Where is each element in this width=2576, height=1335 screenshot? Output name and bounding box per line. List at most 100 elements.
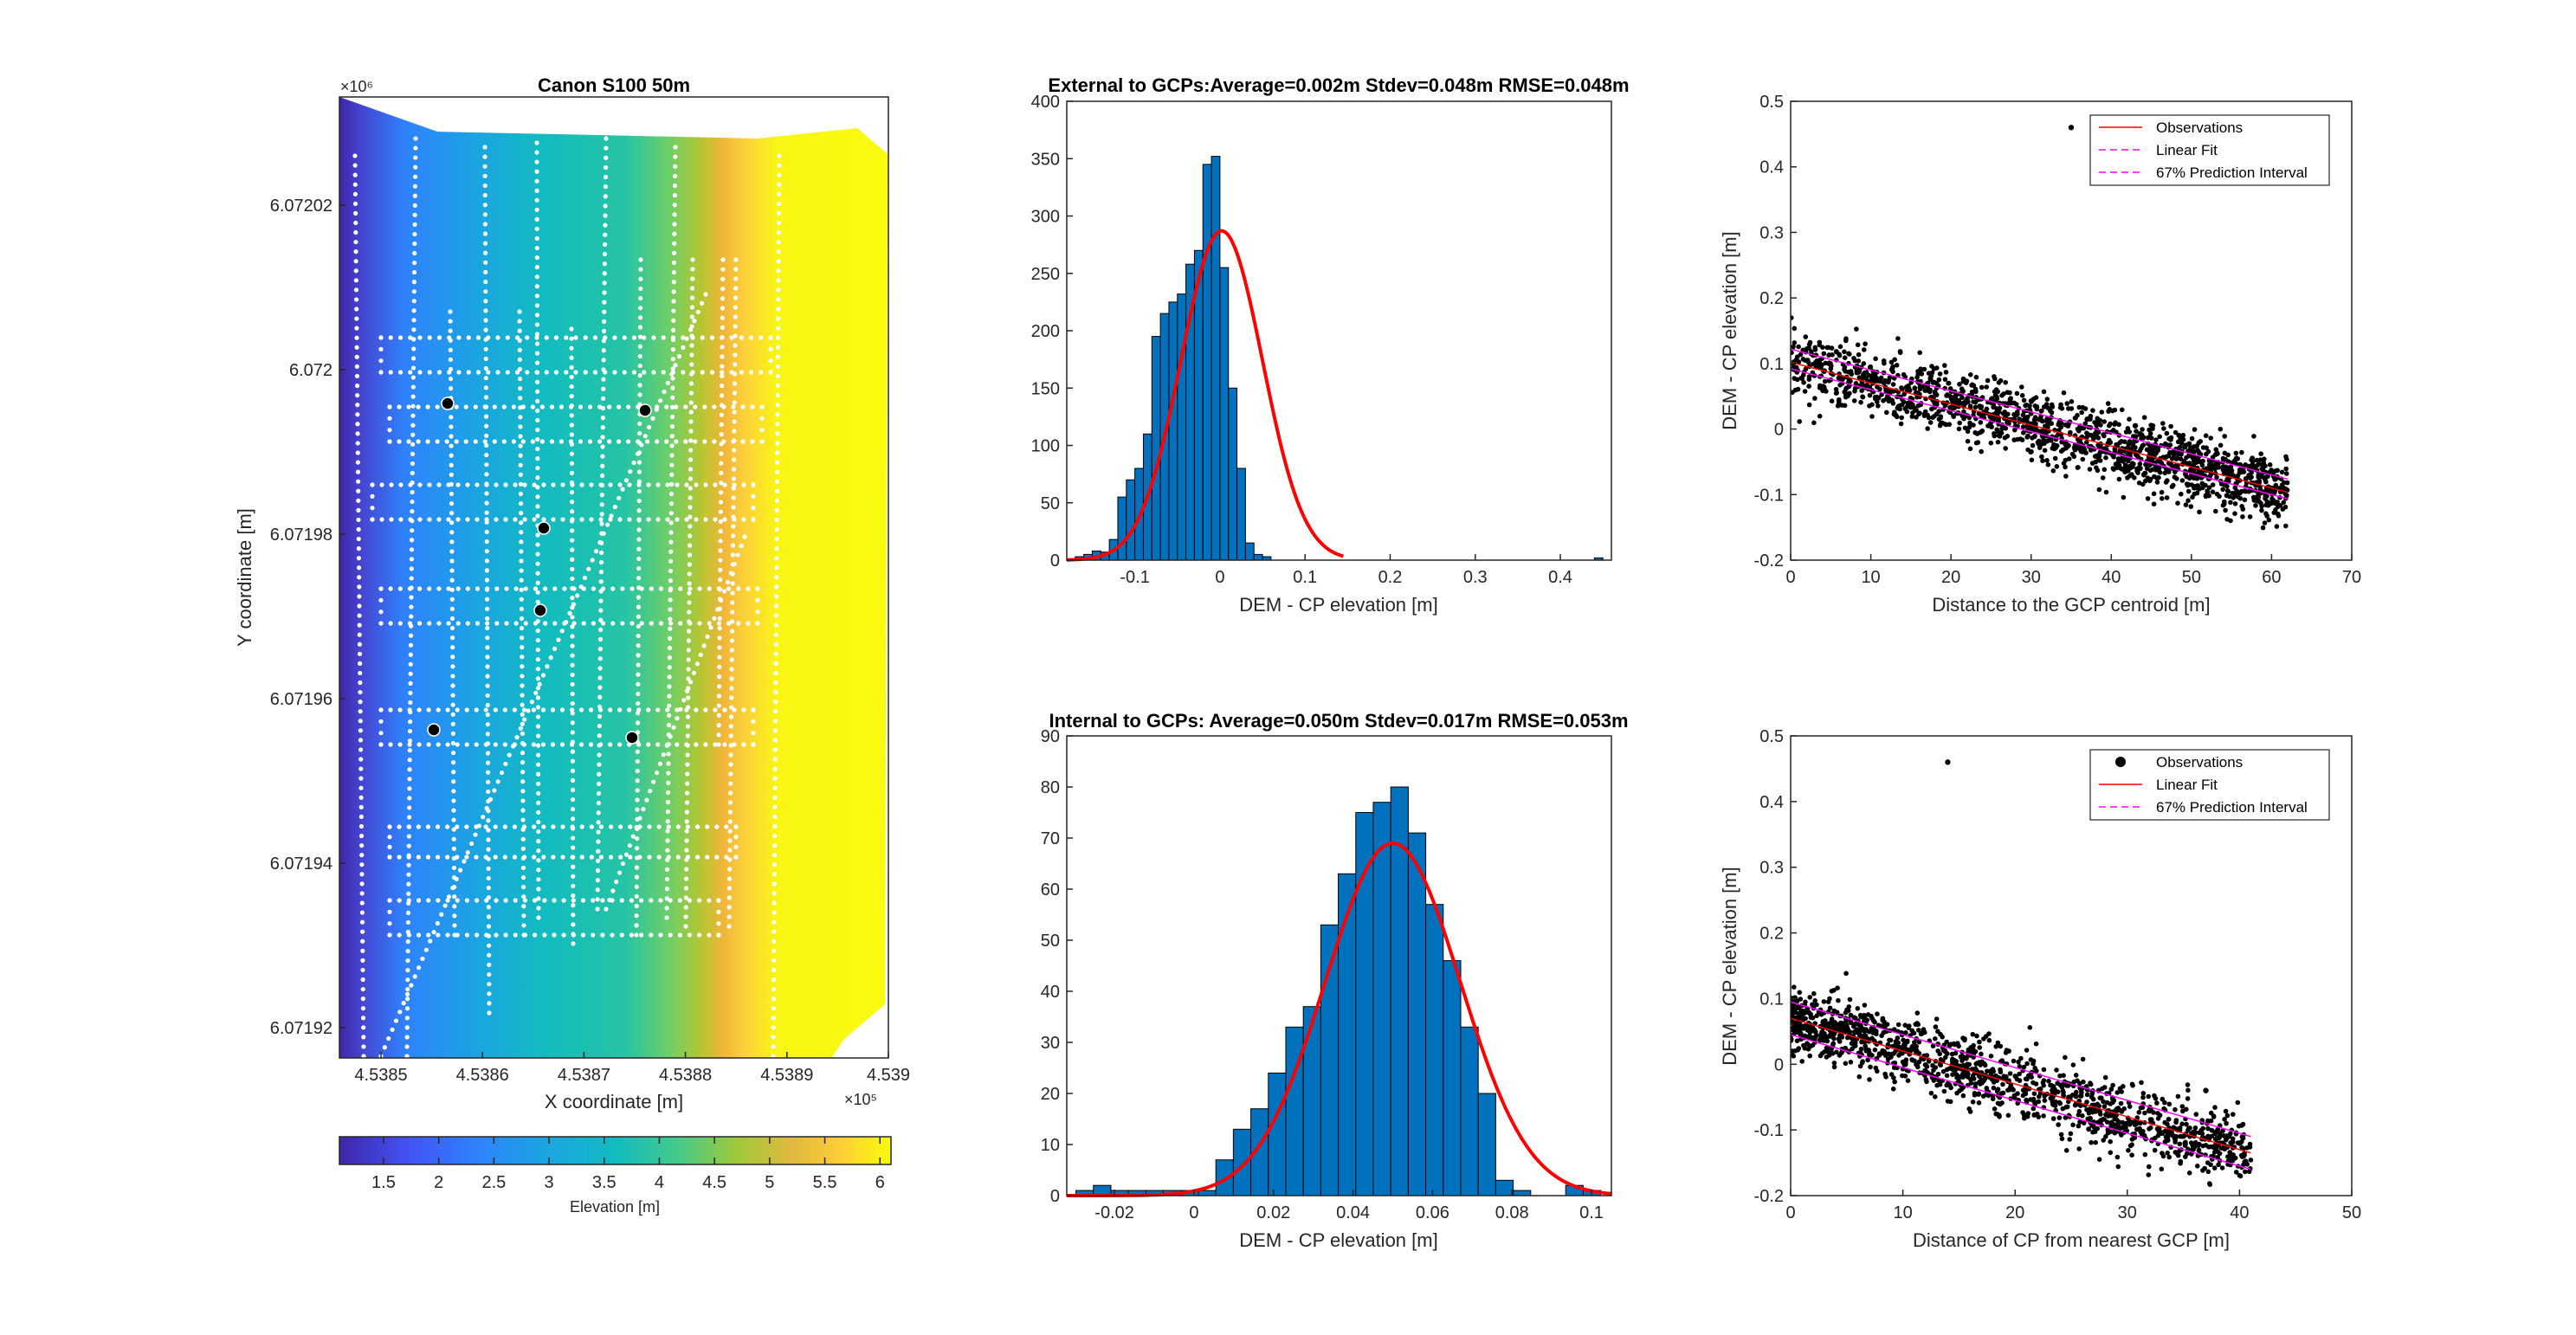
track-point [776,384,780,388]
track-point [579,707,584,712]
track-point [688,467,693,471]
track-point [733,352,737,357]
centroid-scatter-point [2176,452,2181,457]
track-point [450,645,455,649]
track-point [455,742,460,746]
track-point [413,136,417,140]
track-point [388,707,392,712]
track-point [720,354,724,358]
track-point [775,489,779,493]
track-point [620,932,624,937]
track-point [716,932,720,937]
track-point [635,865,639,869]
track-point [688,543,692,547]
nearest-gcp-scatter-point [1930,1063,1935,1068]
centroid-scatter-point [2160,496,2165,501]
track-point [405,992,410,996]
track-point [670,443,675,448]
track-point [598,666,603,670]
centroid-scatter-point [1947,422,1953,427]
track-point [358,690,362,694]
centroid-scatter-point [2107,423,2112,429]
centroid-scatter-point [2256,461,2262,467]
track-point [570,461,574,466]
centroid-scatter-point [1823,379,1828,384]
nearest-gcp-scatter-point [2020,1110,2025,1115]
track-point [637,431,642,435]
track-point [379,517,384,521]
nearest-gcp-scatter-point [1935,1048,1940,1054]
track-point [502,404,507,409]
track-point [713,482,717,487]
track-point [358,728,363,732]
track-point [604,184,608,189]
external-histogram-ytick-label: 350 [1031,150,1060,169]
track-point [483,203,487,207]
centroid-scatter-outlier-point [2069,125,2074,130]
track-point [358,747,363,751]
nearest-gcp-scatter-point [2006,1113,2011,1119]
colorbar-tick-label: 4.5 [702,1173,726,1192]
centroid-scatter-point [2039,455,2044,460]
centroid-scatter-point [1830,352,1835,358]
track-point [640,621,644,625]
track-point [484,491,488,495]
track-point [485,586,489,590]
centroid-scatter-point [1837,376,1842,381]
track-point [601,397,605,401]
track-point [636,595,641,599]
track-point [776,393,780,397]
track-point [520,588,524,592]
track-point [353,230,358,235]
track-point [571,835,575,840]
nearest-gcp-scatter-point [2211,1145,2217,1150]
track-point [398,621,403,625]
track-point [535,456,539,461]
track-point [357,584,361,589]
track-point [596,829,600,834]
track-point [729,335,733,339]
track-point [666,781,670,785]
external-histogram-bar [1237,468,1246,560]
track-point [570,500,574,504]
track-point [532,517,536,521]
track-point [571,932,575,936]
track-point [728,762,733,766]
centroid-scatter-point [2259,508,2264,513]
track-point [637,422,642,426]
track-point [356,518,360,522]
centroid-scatter-point [1817,358,1823,363]
track-point [449,473,454,477]
track-point [387,416,391,421]
gcp-point [442,397,454,410]
track-point [359,834,364,838]
track-point [775,412,779,416]
track-point [686,714,690,719]
track-point [360,968,365,972]
track-point [560,707,565,712]
track-point [560,855,565,859]
nearest-gcp-scatter-point [1810,1003,1815,1008]
nearest-gcp-scatter-point [2206,1170,2211,1175]
track-point [483,222,487,226]
track-point [519,558,523,563]
centroid-scatter-point [2225,453,2231,458]
centroid-scatter-point [1942,363,1947,368]
track-point [536,667,540,671]
track-point [526,708,530,713]
track-point [601,416,605,420]
centroid-scatter-point [2090,408,2095,413]
centroid-scatter-point [1847,351,1852,357]
centroid-scatter-point [2008,396,2013,401]
internal-histogram-bar [1443,961,1461,1196]
centroid-scatter-point [1906,401,1911,406]
track-point [494,932,498,937]
track-point [580,855,584,859]
track-point [681,335,685,339]
internal-histogram-xtick-label: 0.02 [1256,1203,1290,1222]
track-point [668,569,673,573]
track-point [405,968,410,972]
centroid-scatter-point [2067,456,2072,461]
track-point [475,898,479,902]
track-point [360,920,365,925]
